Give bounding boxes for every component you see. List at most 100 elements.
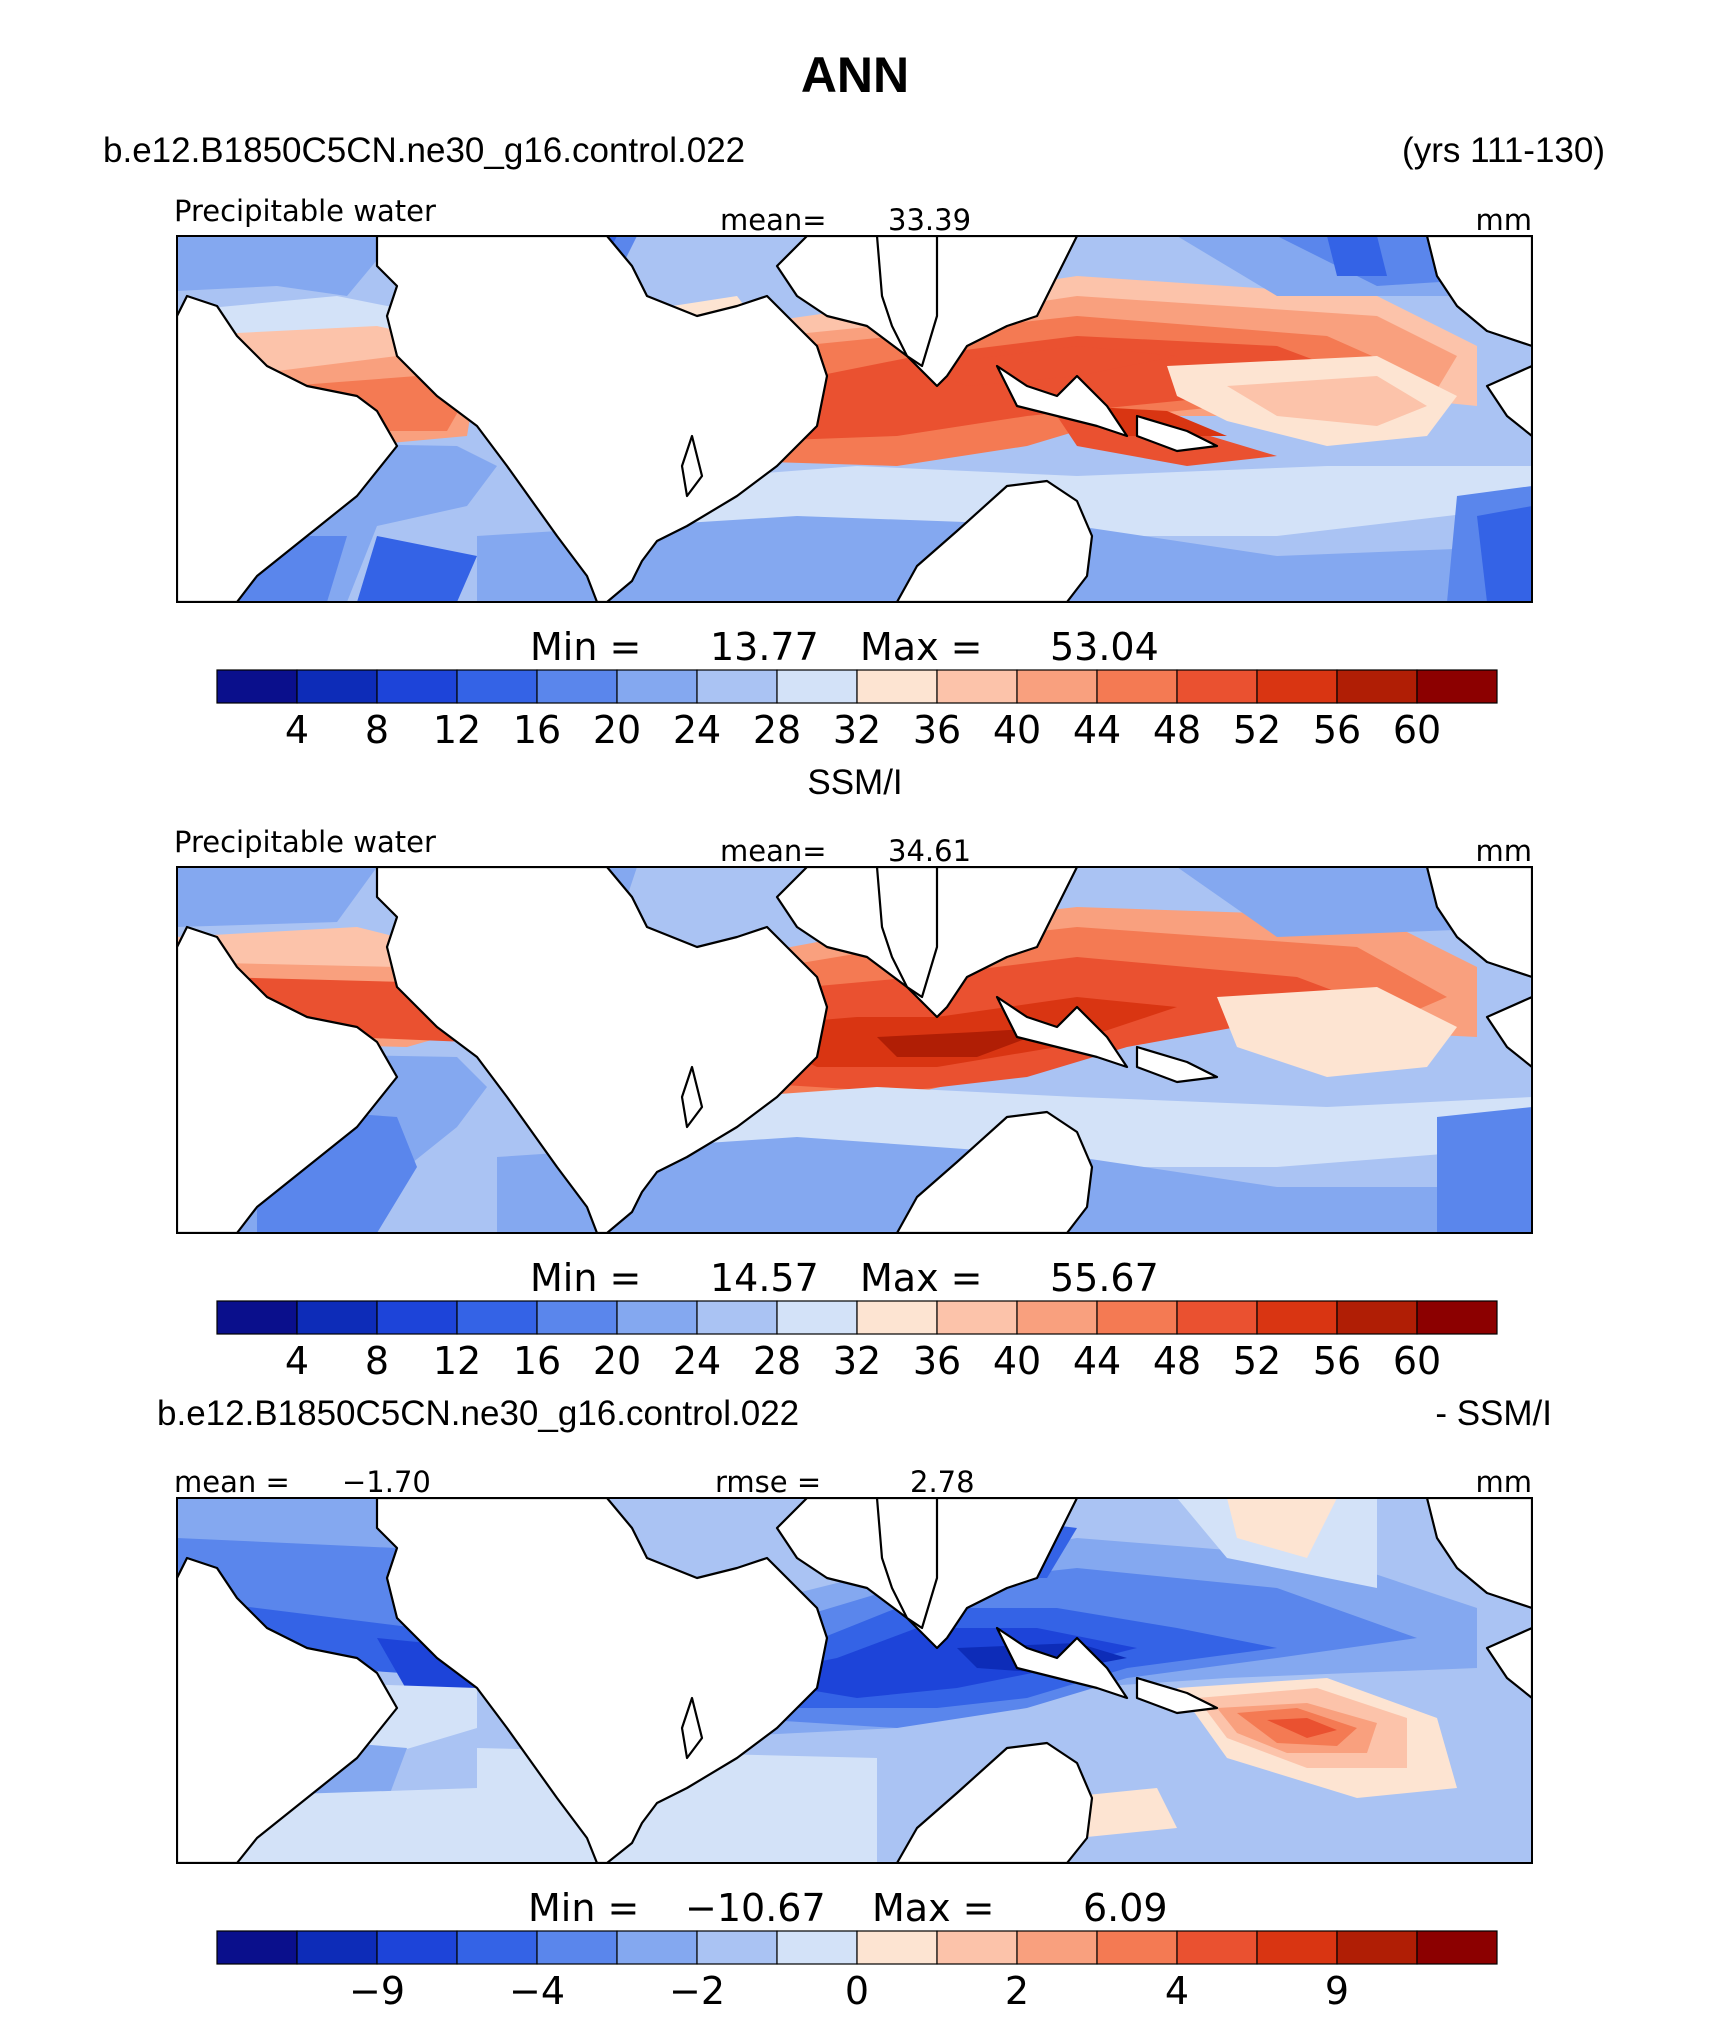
field-contour xyxy=(877,1027,1057,1057)
colorbar-cell xyxy=(1096,669,1178,704)
colorbar-tick-label: −4 xyxy=(509,1969,565,2013)
land-africa xyxy=(375,867,829,1233)
panel-diff-min-value: −10.67 xyxy=(685,1886,826,1930)
colorbar-cell xyxy=(696,1300,778,1335)
colorbar-tick-label: 28 xyxy=(753,708,801,752)
colorbar-cell xyxy=(1416,1300,1498,1335)
colorbar-cell xyxy=(1416,669,1498,704)
colorbar-cell xyxy=(376,669,458,704)
colorbar-cell xyxy=(616,1930,698,1965)
panel-obs-field-label: Precipitable water xyxy=(174,825,436,859)
colorbar-tick-label: 48 xyxy=(1153,708,1201,752)
field-contour xyxy=(1477,506,1532,602)
panel-diff-max-value: 6.09 xyxy=(1083,1886,1168,1930)
colorbar-cell xyxy=(216,669,298,704)
field-contour xyxy=(177,236,397,296)
land-madagascar xyxy=(680,1065,704,1129)
colorbar-cell xyxy=(1016,669,1098,704)
colorbar-tick-label: 40 xyxy=(993,708,1041,752)
panel-model-units: mm xyxy=(1476,203,1533,237)
panel-obs: Precipitable water mean= 34.61 mm xyxy=(174,825,1533,1383)
colorbar-cell xyxy=(296,669,378,704)
colorbar-cell xyxy=(456,669,538,704)
colorbar-tick-label: 4 xyxy=(1165,1969,1189,2013)
colorbar-tick-label: 8 xyxy=(365,1339,389,1383)
land-africa xyxy=(375,236,829,602)
colorbar-tick-label: 56 xyxy=(1313,708,1361,752)
colorbar-tick-label: 20 xyxy=(593,708,641,752)
colorbar-cell xyxy=(776,1930,858,1965)
colorbar-tick-label: 9 xyxy=(1325,1969,1349,2013)
field-contour xyxy=(177,867,377,927)
land-masses xyxy=(177,867,1532,1233)
panel-model-min-value: 13.77 xyxy=(710,625,819,669)
panel-diff-rmse-label: rmse = xyxy=(715,1465,821,1499)
colorbar-tick-label: 28 xyxy=(753,1339,801,1383)
colorbar-tick-label: 16 xyxy=(513,708,561,752)
panel-model-max-label: Max = xyxy=(860,625,982,669)
land-south-america xyxy=(177,294,399,602)
colorbar-cell xyxy=(1016,1930,1098,1965)
colorbar-tick-label: 40 xyxy=(993,1339,1041,1383)
land-north-america xyxy=(1425,1498,1532,1610)
colorbar-cell xyxy=(296,1300,378,1335)
land-new-guinea xyxy=(1135,414,1219,453)
panel-model-mean-value: 33.39 xyxy=(888,203,971,237)
panel-model-field-label: Precipitable water xyxy=(174,194,436,228)
colorbar-cell xyxy=(616,1300,698,1335)
land-india xyxy=(875,867,939,999)
colorbar-tick-label: 12 xyxy=(433,708,481,752)
colorbar-tick-label: 52 xyxy=(1233,708,1281,752)
colorbar-tick-label: 20 xyxy=(593,1339,641,1383)
colorbar-cell xyxy=(216,1300,298,1335)
panel-diff-colorbar: −9 −4 −2 0 2 4 9 xyxy=(216,1930,1498,2013)
panel-diff-rmse-value: 2.78 xyxy=(910,1465,975,1499)
field-contour xyxy=(657,336,1357,441)
colorbar-tick-label: 52 xyxy=(1233,1339,1281,1383)
colorbar-cell xyxy=(1336,1930,1418,1965)
colorbar-tick-label: 36 xyxy=(913,708,961,752)
colorbar-cell xyxy=(776,669,858,704)
colorbar-cell xyxy=(936,1300,1018,1335)
colorbar-cell xyxy=(696,1930,778,1965)
panel-diff-units: mm xyxy=(1476,1465,1533,1499)
land-australia xyxy=(895,1110,1094,1233)
panel-diff-min-label: Min = xyxy=(528,1886,639,1930)
field-contour xyxy=(1217,987,1457,1077)
panel-model-frame xyxy=(176,235,1533,603)
land-maritime xyxy=(995,995,1129,1069)
colorbar-cell xyxy=(936,1930,1018,1965)
colorbar-tick-label: 8 xyxy=(365,708,389,752)
field-contour xyxy=(917,346,1177,386)
colorbar-cell xyxy=(296,1930,378,1965)
diff-case-name: b.e12.B1850C5CN.ne30_g16.control.022 xyxy=(157,1394,799,1433)
colorbar-cell xyxy=(536,669,618,704)
panel-diff-map xyxy=(177,1498,1532,1863)
land-south-america xyxy=(177,925,399,1233)
top-years: (yrs 111-130) xyxy=(1402,131,1605,170)
land-masses xyxy=(177,236,1532,602)
land-india xyxy=(875,236,939,368)
land-central-america xyxy=(1485,1626,1532,1700)
panel-obs-mean-label: mean= xyxy=(720,834,827,868)
colorbar-cell xyxy=(1256,1300,1338,1335)
colorbar-tick-label: 48 xyxy=(1153,1339,1201,1383)
top-case-name: b.e12.B1850C5CN.ne30_g16.control.022 xyxy=(103,131,745,170)
field-contour xyxy=(1227,1498,1337,1558)
colorbar-tick-label: 44 xyxy=(1073,1339,1121,1383)
field-contour xyxy=(1437,1107,1532,1233)
panel-diff-mean-label: mean = xyxy=(174,1465,290,1499)
land-new-guinea xyxy=(1135,1045,1219,1084)
land-south-america xyxy=(177,1556,399,1863)
land-india xyxy=(875,1498,939,1630)
colorbar-cell xyxy=(1016,1300,1098,1335)
panel-obs-map xyxy=(177,867,1532,1233)
land-africa xyxy=(375,1498,829,1863)
colorbar-cell xyxy=(536,1300,618,1335)
panel-diff-mean-value: −1.70 xyxy=(342,1465,431,1499)
colorbar-cell xyxy=(1176,669,1258,704)
panel-obs-units: mm xyxy=(1476,834,1533,868)
panel-model-map xyxy=(177,236,1532,602)
land-maritime xyxy=(995,364,1129,438)
